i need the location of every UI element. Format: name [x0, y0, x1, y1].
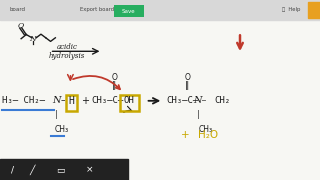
FancyArrowPatch shape [73, 76, 120, 89]
Text: /: / [11, 165, 14, 174]
Text: N–: N– [193, 96, 207, 105]
Text: H₂O: H₂O [198, 130, 218, 140]
Text: Save: Save [122, 9, 135, 14]
Text: ⓘ  Help: ⓘ Help [282, 7, 300, 12]
Text: –: – [60, 96, 65, 105]
Text: H: H [69, 96, 75, 106]
Text: O: O [111, 73, 117, 82]
Text: +: + [81, 96, 89, 106]
Text: +: + [181, 130, 190, 140]
Text: O: O [184, 73, 190, 82]
Text: ‖: ‖ [185, 81, 189, 90]
Text: acidic: acidic [57, 43, 78, 51]
Text: O: O [18, 22, 24, 30]
Text: ╱: ╱ [29, 165, 35, 175]
Text: ▭: ▭ [57, 165, 65, 174]
Bar [66, 94, 77, 111]
Bar [0, 0, 320, 20]
Text: CH₂: CH₂ [214, 96, 230, 105]
Bar [308, 2, 320, 18]
Bar [114, 5, 144, 17]
Text: Export board: Export board [80, 7, 114, 12]
Text: |: | [197, 110, 200, 119]
Text: hydrolysis: hydrolysis [49, 52, 85, 60]
Text: ×: × [86, 165, 93, 174]
Text: N: N [52, 96, 60, 105]
Text: CH₃–C–: CH₃–C– [166, 96, 199, 105]
Bar [0, 159, 128, 180]
Text: CH₃: CH₃ [198, 125, 212, 134]
Text: N: N [30, 35, 36, 43]
Bar [120, 94, 139, 111]
Text: board: board [10, 7, 26, 12]
Text: CH₃: CH₃ [54, 125, 68, 134]
Text: H₃– CH₂–: H₃– CH₂– [2, 96, 44, 105]
Text: CH₃–C–: CH₃–C– [91, 96, 124, 105]
Text: |: | [55, 110, 57, 119]
Text: ‖: ‖ [112, 81, 116, 90]
Text: OH: OH [124, 96, 135, 105]
